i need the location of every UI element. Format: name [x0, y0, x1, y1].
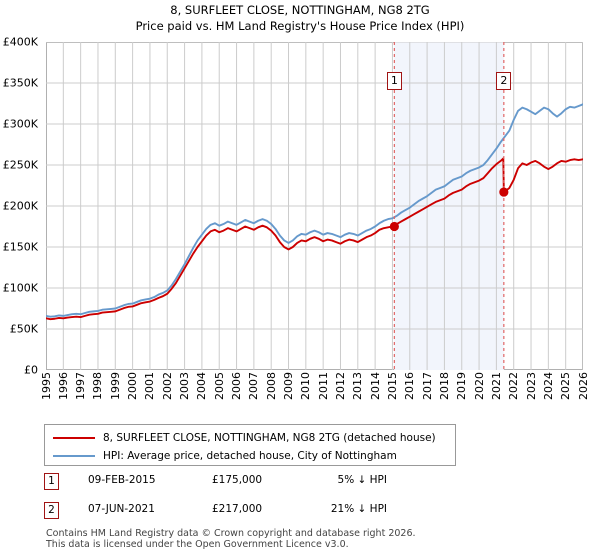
transaction-hpi-delta-1: 5% ↓ HPI	[337, 474, 387, 486]
y-axis-labels: £0 £50K £100K £150K £200K £250K £300K £350K £400…	[0, 37, 44, 376]
x-axis-tick-label: 2003	[178, 372, 192, 400]
footer-line-2: This data is licensed under the Open Gov…	[46, 539, 349, 550]
x-axis-tick-label: 1998	[91, 372, 105, 400]
y-axis-tick-label: £100K	[2, 281, 38, 295]
y-axis-tick-label: £250K	[2, 158, 38, 172]
x-axis-tick-label: 2015	[385, 372, 399, 400]
x-axis-tick-label: 2014	[368, 372, 382, 400]
x-axis-tick-label: 2016	[403, 372, 417, 400]
x-axis-tick-label: 2005	[212, 372, 226, 400]
transaction-number-2: 2	[44, 502, 59, 519]
legend-swatch-property	[53, 437, 95, 439]
series-line	[46, 157, 583, 321]
legend-item-property: 8, SURFLEET CLOSE, NOTTINGHAM, NG8 2TG (…	[53, 429, 436, 447]
transaction-price-1: £175,000	[212, 474, 263, 486]
legend-swatch-hpi	[53, 455, 95, 457]
x-axis-tick-label: 1997	[74, 372, 88, 400]
y-axis-tick-label: £400K	[2, 35, 38, 49]
title-line-2: Price paid vs. HM Land Registry's House …	[135, 19, 465, 33]
chart-title: 8, SURFLEET CLOSE, NOTTINGHAM, NG8 2TG P…	[0, 2, 600, 34]
transaction-price-2: £217,000	[212, 503, 263, 515]
x-axis-tick-label: 2025	[559, 372, 573, 400]
x-axis-tick-label: 2013	[351, 372, 365, 400]
x-axis-tick-label: 1999	[108, 372, 122, 400]
x-axis-tick-label: 2000	[126, 372, 140, 400]
y-axis-tick-label: £350K	[2, 76, 38, 90]
x-axis-tick-label: 2019	[455, 372, 469, 400]
price-history-chart	[46, 42, 583, 370]
y-axis-tick-label: £200K	[2, 199, 38, 213]
x-axis-tick-label: 2021	[489, 372, 503, 400]
x-axis-tick-label: 2022	[507, 372, 521, 400]
x-axis-tick-label: 2006	[230, 372, 244, 400]
x-axis-tick-label: 2011	[316, 372, 330, 400]
transaction-number-1: 1	[44, 473, 59, 490]
x-axis-tick-label: 2024	[541, 372, 555, 400]
x-axis-labels: 1995 1996 1997 1998 1999 2000 2001 2002 2003 2004…	[40, 372, 590, 420]
footer-line-1: Contains HM Land Registry data © Crown c…	[46, 528, 416, 539]
y-axis-tick-label: £0	[24, 363, 38, 377]
x-axis-tick-label: 2001	[143, 372, 157, 400]
x-axis-tick-label: 2010	[299, 372, 313, 400]
x-axis-tick-label: 1996	[56, 372, 70, 400]
x-axis-tick-label: 2007	[247, 372, 261, 400]
transaction-date-2: 07-JUN-2021	[88, 503, 155, 515]
x-axis-tick-label: 1995	[39, 372, 53, 400]
x-axis-tick-label: 2017	[420, 372, 434, 400]
x-axis-tick-label: 2026	[576, 372, 590, 400]
y-axis-tick-label: £300K	[2, 117, 38, 131]
transaction-hpi-delta-2: 21% ↓ HPI	[330, 503, 387, 515]
legend-label-property: 8, SURFLEET CLOSE, NOTTINGHAM, NG8 2TG (…	[103, 432, 436, 444]
x-axis-tick-label: 2009	[282, 372, 296, 400]
x-axis-tick-label: 2012	[333, 372, 347, 400]
x-axis-tick-label: 2008	[264, 372, 278, 400]
x-axis-tick-label: 2004	[195, 372, 209, 400]
transaction-marker-dot	[499, 187, 509, 197]
footer-attribution: Contains HM Land Registry data © Crown c…	[46, 528, 586, 550]
plot-inner	[46, 42, 583, 370]
transaction-date-1: 09-FEB-2015	[88, 474, 156, 486]
transaction-marker-label: 2	[496, 72, 512, 91]
series-line	[46, 103, 583, 318]
x-axis-tick-label: 2002	[160, 372, 174, 400]
legend-item-hpi: HPI: Average price, detached house, City…	[53, 447, 397, 465]
title-line-1: 8, SURFLEET CLOSE, NOTTINGHAM, NG8 2TG	[170, 3, 430, 17]
x-axis-tick-label: 2020	[472, 372, 486, 400]
x-axis-tick-label: 2018	[437, 372, 451, 400]
transaction-marker-label: 1	[386, 72, 402, 91]
legend-label-hpi: HPI: Average price, detached house, City…	[103, 450, 397, 462]
x-axis-tick-label: 2023	[524, 372, 538, 400]
y-axis-tick-label: £50K	[9, 322, 38, 336]
transaction-marker-dot	[389, 221, 399, 232]
y-axis-tick-label: £150K	[2, 240, 38, 254]
chart-legend: 8, SURFLEET CLOSE, NOTTINGHAM, NG8 2TG (…	[44, 424, 456, 466]
